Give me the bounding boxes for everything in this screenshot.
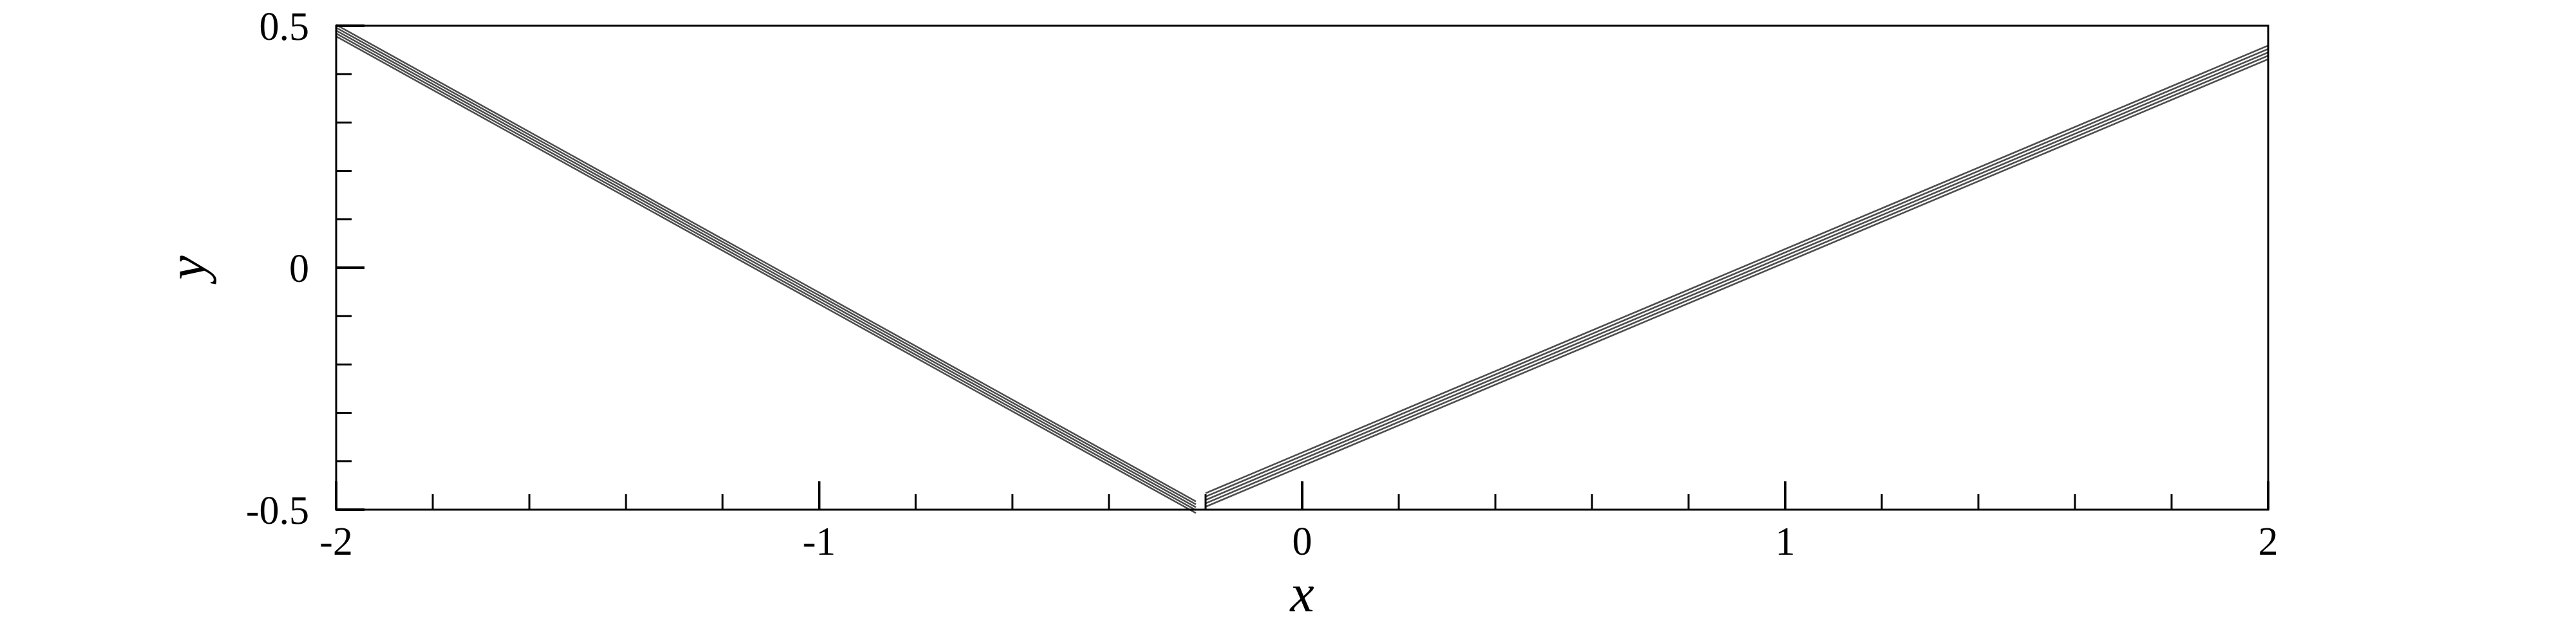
x-axis-label: x bbox=[1289, 564, 1314, 624]
contour-line-2-5 bbox=[1205, 44, 2269, 494]
y-tick-label-3: -0.5 bbox=[246, 489, 309, 533]
contour-line-1-3 bbox=[336, 30, 1197, 508]
contour-line-1-5 bbox=[336, 24, 1197, 503]
contour-line-1-4 bbox=[336, 26, 1197, 505]
contour-line-2-1 bbox=[1205, 58, 2269, 508]
contour-line-1-2 bbox=[336, 32, 1197, 511]
x-tick-label-1: -2 bbox=[319, 520, 353, 564]
contour-line-2-2 bbox=[1205, 55, 2269, 505]
contour-line-1-1 bbox=[336, 35, 1197, 514]
contour-line-2-3 bbox=[1205, 51, 2269, 501]
contour-lines bbox=[336, 24, 2269, 514]
tick-labels: -2 -1 0 1 2 0.5 0 -0.5 bbox=[246, 5, 2278, 564]
plot-frame bbox=[335, 24, 2269, 511]
x-tick-label-4: 1 bbox=[1776, 520, 1795, 564]
y-tick-label-1: 0.5 bbox=[260, 5, 310, 49]
x-tick-label-5: 2 bbox=[2259, 520, 2278, 564]
y-tick-label-2: 0 bbox=[289, 247, 309, 291]
y-axis-label: y bbox=[157, 255, 217, 285]
x-tick-label-2: -1 bbox=[802, 520, 836, 564]
x-tick-label-3: 0 bbox=[1293, 520, 1312, 564]
contour-line-2-4 bbox=[1205, 48, 2269, 497]
